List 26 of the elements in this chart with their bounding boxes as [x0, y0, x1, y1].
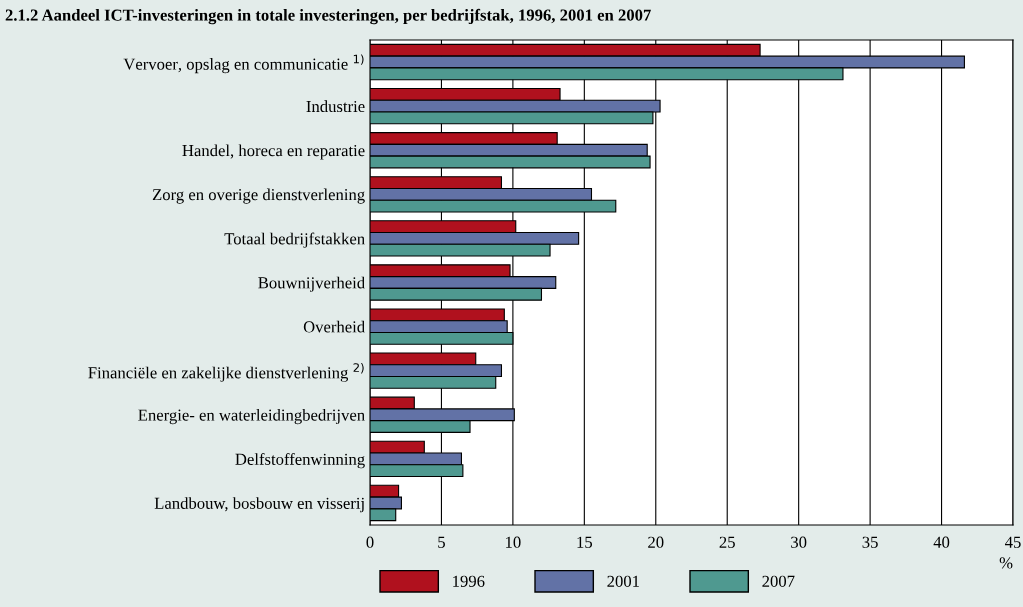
x-tick-label: 10 [506, 536, 521, 548]
y-tick-label: Delfstoffenwinning [235, 453, 365, 469]
legend-label: 2001 [607, 575, 639, 587]
y-tick-label: Overheid [303, 320, 365, 333]
x-tick-label: 30 [791, 536, 807, 548]
y-tick-label: Vervoer, opslag en communicatie $^{1)}$ [123, 54, 364, 74]
x-tick-label: 40 [933, 536, 950, 548]
y-tick-label: Totaal bedrijfstakken [224, 232, 365, 248]
y-tick-label: Financiële en zakelijke dienstverlening $^{2)}$ [88, 363, 364, 382]
y-tick-label: Landbouw, bosbouw en visserij [154, 497, 364, 513]
x-axis-title: % [999, 557, 1013, 569]
x-tick-label: 25 [719, 536, 735, 548]
y-tick-label: Zorg en overige dienstverlening [152, 188, 365, 204]
legend-label: 1996 [453, 575, 485, 587]
x-tick-label: 5 [438, 536, 445, 548]
x-tick-label: 35 [862, 536, 878, 548]
x-tick-label: 45 [1004, 536, 1021, 548]
x-tick-label: 15 [577, 536, 593, 548]
x-tick-label: 0 [366, 536, 374, 548]
y-tick-label: Bouwnijverheid [258, 276, 365, 292]
x-tick-label: 20 [648, 536, 664, 548]
y-tick-label: Energie- en waterleidingbedrijven [138, 408, 365, 425]
legend-label: 2007 [762, 575, 795, 587]
y-tick-label: Industrie [306, 100, 365, 113]
y-tick-label: Handel, horeca en reparatie [182, 144, 365, 160]
chart-title: 2.1.2 Aandeel ICT-investeringen in totale investeringen, per bedrijfstak, 1996, 2001 en 2007 [5, 8, 651, 25]
